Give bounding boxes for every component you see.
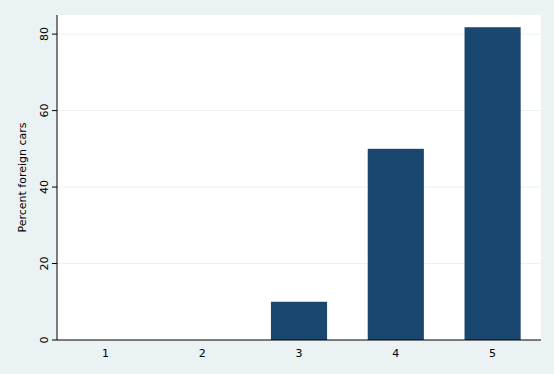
category-label: 1 bbox=[102, 347, 109, 360]
tick-mark bbox=[52, 34, 57, 35]
tick-label: 80 bbox=[38, 27, 51, 41]
tick-mark bbox=[52, 110, 57, 111]
background bbox=[0, 0, 554, 374]
chart: 0 20 40 60 80 1 2 3 4 5 Percent foreign cars bbox=[0, 0, 554, 374]
category-label: 4 bbox=[392, 347, 399, 360]
tick-mark bbox=[52, 340, 57, 341]
bar bbox=[368, 149, 424, 340]
tick-mark bbox=[52, 263, 57, 264]
category-label: 2 bbox=[199, 347, 206, 360]
plot-area bbox=[57, 15, 541, 340]
tick-mark bbox=[52, 187, 57, 188]
x-axis bbox=[57, 340, 541, 341]
y-axis-title: Percent foreign cars bbox=[16, 122, 29, 232]
category-label: 3 bbox=[296, 347, 303, 360]
bars bbox=[271, 27, 521, 340]
tick-label: 20 bbox=[38, 257, 51, 271]
category-label: 5 bbox=[489, 347, 496, 360]
bar bbox=[271, 302, 327, 340]
bar bbox=[465, 27, 521, 340]
tick-label: 0 bbox=[38, 337, 51, 344]
tick-label: 40 bbox=[38, 180, 51, 194]
tick-label: 60 bbox=[38, 104, 51, 118]
y-axis bbox=[57, 15, 58, 340]
